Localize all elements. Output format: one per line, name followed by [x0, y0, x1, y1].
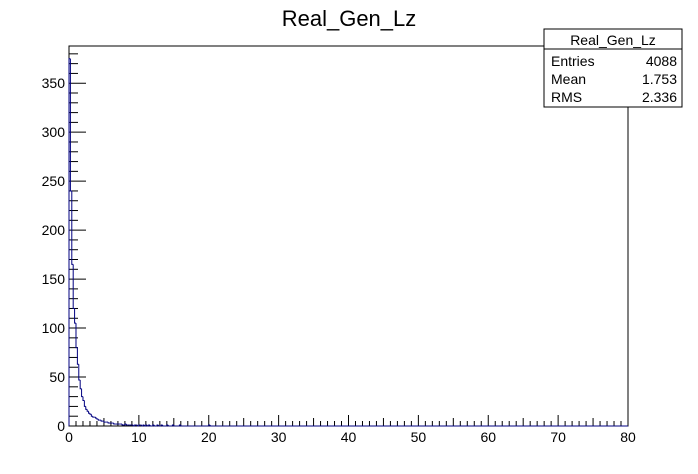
- histogram-bin: [113, 423, 116, 425]
- histogram-bin: [153, 425, 156, 427]
- histogram-bin: [88, 411, 90, 414]
- histogram-bin: [72, 264, 75, 309]
- histogram-bin: [173, 425, 176, 427]
- histogram-bin: [134, 424, 137, 426]
- x-tick-label: 40: [341, 429, 357, 445]
- histogram-bin: [76, 347, 79, 365]
- histogram-bin: [85, 406, 88, 410]
- y-tick-label: 150: [42, 271, 66, 287]
- y-tick-label: 0: [57, 418, 65, 434]
- histogram-bin: [86, 409, 89, 412]
- chart-title: Real_Gen_Lz: [282, 6, 417, 31]
- histogram-bin: [69, 58, 72, 192]
- histogram-bin: [95, 417, 97, 419]
- x-tick-label: 10: [131, 429, 147, 445]
- histogram-bin: [89, 413, 92, 415]
- stats-entries-label: Entries: [551, 53, 595, 69]
- x-tick-label: 60: [480, 429, 496, 445]
- y-tick-label: 100: [42, 320, 66, 336]
- y-tick-label: 200: [42, 222, 66, 238]
- histogram-bin: [107, 422, 110, 424]
- histogram-bin: [92, 416, 95, 418]
- histogram-bin: [180, 425, 183, 427]
- histogram-bin: [71, 190, 74, 265]
- histogram-bin: [138, 424, 141, 426]
- y-axis: 0 50 100 150 200 250 300 350: [42, 53, 86, 434]
- x-tick-label: 0: [65, 429, 73, 445]
- histogram-bin: [167, 425, 170, 427]
- histogram-bin: [149, 425, 152, 427]
- histogram-bin: [121, 424, 124, 426]
- stats-box-title: Real_Gen_Lz: [570, 32, 656, 48]
- histogram-bin: [103, 421, 106, 423]
- histogram-series: [68, 58, 628, 427]
- histogram-bin: [81, 388, 83, 398]
- histogram-bin: [90, 414, 93, 417]
- stats-box-frame: [543, 28, 683, 108]
- histogram-bin: [125, 424, 128, 426]
- x-tick-label: 80: [620, 429, 636, 445]
- histogram-bin: [96, 418, 99, 420]
- stats-box: Real_Gen_Lz Entries 4088 Mean 1.753 RMS …: [543, 28, 683, 108]
- x-tick-label: 70: [550, 429, 566, 445]
- y-tick-label: 250: [42, 173, 66, 189]
- x-tick-label: 50: [411, 429, 427, 445]
- stats-mean-label: Mean: [551, 71, 586, 87]
- histogram-bin: [157, 425, 160, 427]
- y-tick-label: 300: [42, 124, 66, 140]
- histogram-bin: [209, 425, 212, 427]
- stats-mean-value: 1.753: [642, 71, 677, 87]
- histogram-bin: [100, 420, 103, 422]
- histogram-bin: [79, 379, 82, 390]
- x-axis: 0 10 20 30 40 50 60 70 80: [65, 415, 636, 445]
- histogram-bin: [124, 423, 127, 426]
- y-tick-label: 350: [42, 75, 66, 91]
- y-tick-label: 50: [49, 369, 65, 385]
- histogram-bin: [97, 419, 100, 421]
- histogram-bin: [74, 308, 76, 324]
- stats-entries-value: 4088: [646, 53, 677, 69]
- histogram-bin: [75, 323, 78, 349]
- histogram-bin: [162, 425, 165, 427]
- x-tick-label: 20: [201, 429, 217, 445]
- histogram-bin: [82, 396, 85, 402]
- histogram-bin: [83, 400, 86, 407]
- stats-rms-value: 2.336: [642, 89, 677, 105]
- histogram-bin: [78, 364, 81, 381]
- x-tick-label: 30: [271, 429, 287, 445]
- stats-rms-label: RMS: [551, 89, 582, 105]
